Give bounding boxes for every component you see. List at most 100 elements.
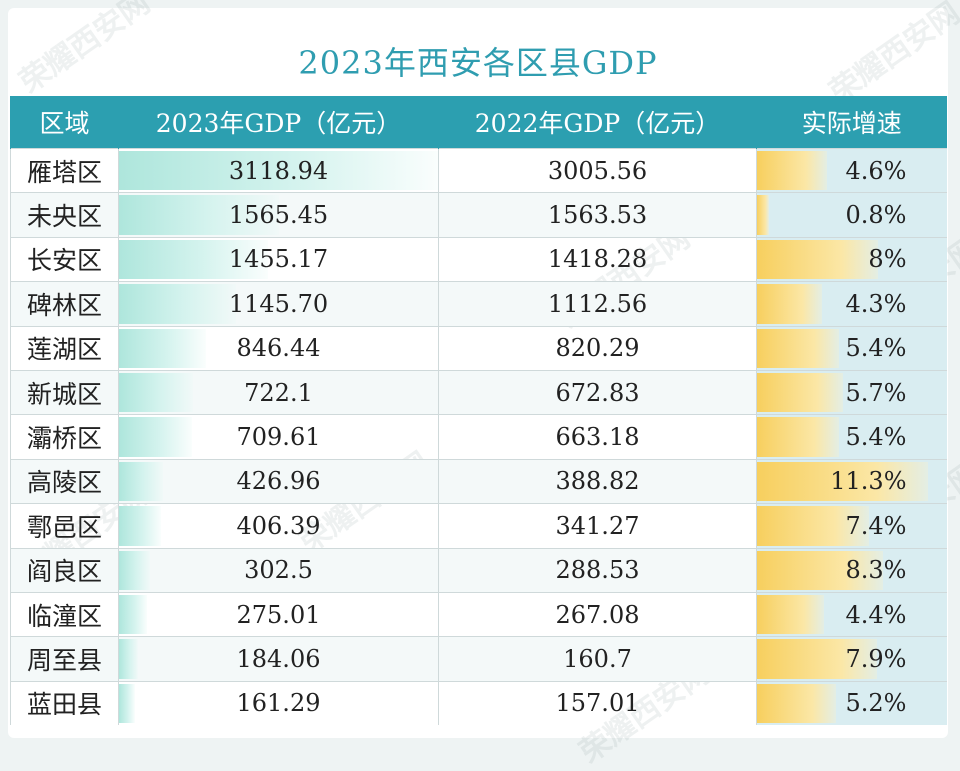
cell-gdp-2022: 388.82 — [438, 458, 757, 504]
cell-region: 未央区 — [10, 192, 119, 238]
table-row: 鄠邑区 406.39 341.27 7.4% — [10, 503, 947, 549]
gdp-2023-bar — [119, 151, 438, 191]
table-header-row: 区域 2023年GDP（亿元） 2022年GDP（亿元） 实际增速 — [10, 96, 947, 149]
growth-value: 0.8% — [845, 201, 907, 230]
cell-growth: 0.8% — [756, 192, 947, 238]
cell-region: 鄠邑区 — [10, 503, 119, 549]
cell-region: 灞桥区 — [10, 414, 119, 460]
table-row: 长安区 1455.17 1418.28 8% — [10, 236, 947, 282]
growth-bar — [757, 683, 836, 724]
cell-gdp-2023: 275.01 — [118, 591, 439, 637]
cell-region: 周至县 — [10, 636, 119, 682]
cell-region: 阎良区 — [10, 547, 119, 593]
cell-region: 临潼区 — [10, 591, 119, 637]
growth-value: 5.7% — [845, 378, 907, 407]
growth-bar — [757, 417, 839, 457]
table-row: 雁塔区 3118.94 3005.56 4.6% — [10, 147, 947, 193]
cell-gdp-2023: 426.96 — [118, 458, 439, 504]
cell-region: 长安区 — [10, 236, 119, 282]
table-row: 未央区 1565.45 1563.53 0.8% — [10, 192, 947, 238]
gdp-2023-bar — [119, 639, 138, 679]
cell-gdp-2023: 184.06 — [118, 636, 439, 682]
gdp-2023-value: 3118.94 — [228, 156, 329, 185]
table-row: 莲湖区 846.44 820.29 5.4% — [10, 325, 947, 371]
growth-bar — [757, 284, 823, 324]
cell-gdp-2023: 1455.17 — [118, 236, 439, 282]
table-row: 高陵区 426.96 388.82 11.3% — [10, 458, 947, 504]
cell-gdp-2022: 820.29 — [438, 325, 757, 371]
cell-growth: 4.6% — [756, 147, 947, 193]
growth-value: 5.4% — [845, 423, 907, 452]
growth-value: 4.3% — [845, 289, 907, 318]
gdp-2023-bar — [119, 506, 161, 546]
gdp-2023-bar — [119, 239, 268, 280]
cell-gdp-2023: 1145.70 — [118, 281, 439, 327]
header-gdp-2022: 2022年GDP（亿元） — [438, 96, 757, 149]
cell-growth: 8% — [756, 236, 947, 282]
cell-gdp-2022: 341.27 — [438, 503, 757, 549]
cell-gdp-2022: 160.7 — [438, 636, 757, 682]
cell-gdp-2023: 406.39 — [118, 503, 439, 549]
table-row: 阎良区 302.5 288.53 8.3% — [10, 547, 947, 593]
growth-bar — [757, 239, 879, 280]
cell-gdp-2023: 3118.94 — [118, 147, 439, 193]
cell-gdp-2022: 3005.56 — [438, 147, 757, 193]
page-title: 2023年西安各区县GDP — [298, 44, 658, 82]
table-row: 周至县 184.06 160.7 7.9% — [10, 636, 947, 682]
header-gdp-2023: 2023年GDP（亿元） — [118, 96, 439, 149]
growth-value: 5.4% — [845, 334, 907, 363]
cell-gdp-2023: 302.5 — [118, 547, 439, 593]
growth-bar — [757, 506, 870, 546]
cell-growth: 5.4% — [756, 414, 947, 460]
gdp-2023-value: 161.29 — [236, 689, 321, 718]
cell-gdp-2023: 709.61 — [118, 414, 439, 460]
growth-value: 7.4% — [845, 511, 907, 540]
gdp-2023-bar — [119, 284, 237, 324]
cell-region: 雁塔区 — [10, 147, 119, 193]
gdp-2023-bar — [119, 372, 193, 413]
cell-gdp-2022: 267.08 — [438, 591, 757, 637]
cell-growth: 5.7% — [756, 369, 947, 415]
growth-bar — [757, 594, 824, 635]
growth-bar — [757, 328, 839, 368]
cell-region: 新城区 — [10, 369, 119, 415]
growth-bar — [757, 461, 929, 502]
gdp-2023-bar — [119, 417, 192, 457]
gdp-2023-value: 184.06 — [236, 644, 321, 673]
gdp-2023-bar — [119, 461, 163, 502]
cell-growth: 4.4% — [756, 591, 947, 637]
cell-region: 碑林区 — [10, 281, 119, 327]
cell-growth: 8.3% — [756, 547, 947, 593]
table-row: 蓝田县 161.29 157.01 5.2% — [10, 680, 947, 726]
growth-value: 8.3% — [845, 556, 907, 585]
gdp-2023-value: 722.1 — [244, 378, 313, 407]
gdp-2023-bar — [119, 683, 136, 724]
cell-region: 高陵区 — [10, 458, 119, 504]
cell-growth: 11.3% — [756, 458, 947, 504]
cell-gdp-2022: 1563.53 — [438, 192, 757, 238]
cell-region: 莲湖区 — [10, 325, 119, 371]
cell-gdp-2022: 288.53 — [438, 547, 757, 593]
growth-value: 8% — [868, 245, 907, 274]
cell-growth: 5.4% — [756, 325, 947, 371]
gdp-2023-value: 275.01 — [236, 600, 321, 629]
cell-growth: 7.4% — [756, 503, 947, 549]
cell-gdp-2022: 672.83 — [438, 369, 757, 415]
growth-value: 4.6% — [845, 156, 907, 185]
cell-growth: 7.9% — [756, 636, 947, 682]
header-growth: 实际增速 — [756, 96, 947, 149]
gdp-2023-value: 1565.45 — [228, 201, 329, 230]
cell-region: 蓝田县 — [10, 680, 119, 726]
gdp-2023-value: 846.44 — [236, 334, 321, 363]
cell-gdp-2022: 1112.56 — [438, 281, 757, 327]
cell-gdp-2023: 1565.45 — [118, 192, 439, 238]
cell-gdp-2023: 846.44 — [118, 325, 439, 371]
header-region: 区域 — [10, 96, 119, 149]
table-row: 碑林区 1145.70 1112.56 4.3% — [10, 281, 947, 327]
table-card: 荣耀西安网 荣耀西安网 荣耀西安网 荣耀西安网 荣耀西安网 荣耀西安网 荣耀西安… — [8, 0, 960, 770]
gdp-2023-bar — [119, 328, 206, 368]
cell-growth: 4.3% — [756, 281, 947, 327]
growth-value: 5.2% — [845, 689, 907, 718]
gdp-2023-value: 1455.17 — [228, 245, 329, 274]
cell-gdp-2023: 161.29 — [118, 680, 439, 726]
